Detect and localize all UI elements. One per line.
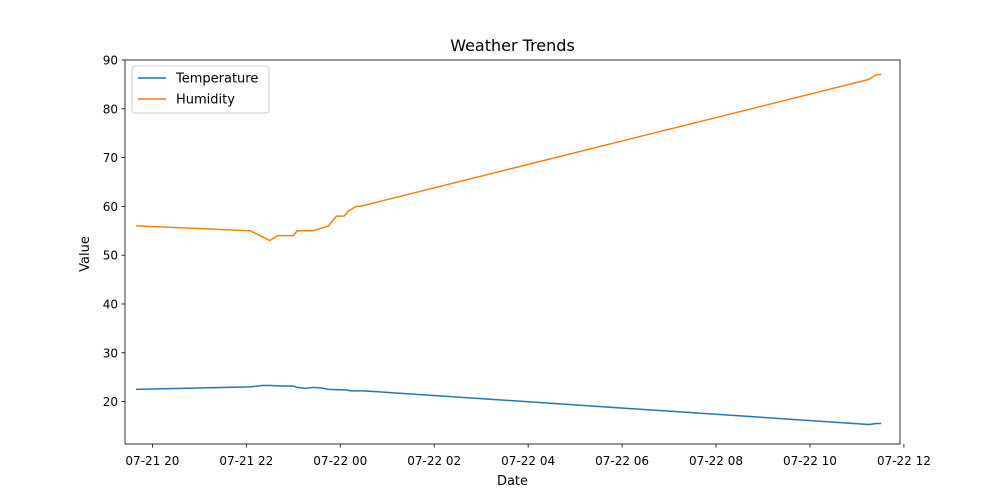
- y-tick-label: 40: [103, 297, 118, 311]
- x-tick-label: 07-22 12: [877, 454, 931, 468]
- x-tick-label: 07-22 08: [689, 454, 743, 468]
- y-axis-label: Value: [78, 236, 93, 272]
- x-tick-label: 07-22 10: [783, 454, 837, 468]
- y-tick-label: 50: [103, 249, 118, 263]
- legend: Temperature Humidity: [131, 65, 270, 114]
- y-tick-label: 80: [103, 102, 118, 116]
- chart-title: Weather Trends: [450, 36, 575, 55]
- x-tick-label: 07-22 06: [595, 454, 649, 468]
- legend-label-temperature: Temperature: [175, 72, 258, 87]
- series-line-humidity: [135, 73, 882, 242]
- axes-frame: [124, 59, 901, 445]
- x-tick-label: 07-22 02: [407, 454, 461, 468]
- y-tick-label: 90: [103, 54, 118, 68]
- x-tick-label: 07-22 00: [313, 454, 367, 468]
- y-tick-label: 20: [103, 395, 118, 409]
- y-tick-label: 70: [103, 151, 118, 165]
- legend-box: [131, 65, 270, 114]
- y-tick-label: 30: [103, 346, 118, 360]
- legend-label-humidity: Humidity: [176, 93, 235, 108]
- series-line-temperature: [135, 384, 882, 426]
- plot-area: 20 30 40 50 60 70 80 90 07-21 20 07-21 22 07-22 00…: [103, 54, 931, 469]
- y-tick-label: 60: [103, 200, 118, 214]
- x-tick-label: 07-22 04: [501, 454, 555, 468]
- x-axis-label: Date: [497, 474, 528, 489]
- x-tick-label: 07-21 22: [219, 454, 273, 468]
- x-tick-label: 07-21 20: [125, 454, 179, 468]
